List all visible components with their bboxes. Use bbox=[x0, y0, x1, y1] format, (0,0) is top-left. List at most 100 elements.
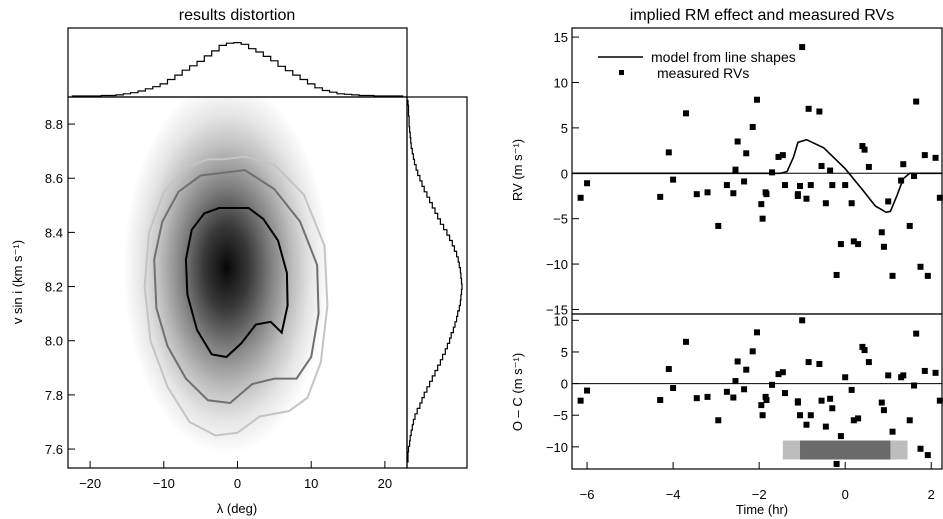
rv-data-point bbox=[885, 198, 892, 205]
rv-y-tick-label: −15 bbox=[546, 302, 568, 317]
residual-data-point bbox=[732, 378, 739, 385]
rv-data-point bbox=[900, 161, 907, 168]
rv-data-point bbox=[818, 163, 825, 170]
residual-data-point bbox=[921, 367, 928, 374]
residual-data-point bbox=[848, 386, 855, 393]
residual-data-point bbox=[730, 394, 737, 401]
rv-data-point bbox=[704, 189, 711, 196]
residual-data-point bbox=[859, 343, 866, 350]
residual-data-point bbox=[741, 386, 748, 393]
rv-data-point bbox=[670, 176, 677, 183]
rv-data-point bbox=[898, 177, 905, 184]
rv-data-point bbox=[693, 191, 700, 198]
legend-label-model: model from line shapes bbox=[651, 49, 796, 65]
rv-data-point bbox=[779, 152, 786, 159]
rv-data-point bbox=[807, 182, 814, 189]
rv-data-point bbox=[577, 194, 584, 201]
residual-data-point bbox=[734, 358, 741, 365]
contour-outer bbox=[143, 155, 329, 437]
heatmap-y-tick-label: 8.6 bbox=[45, 171, 63, 186]
rv-data-point bbox=[732, 166, 739, 173]
rv-data-point bbox=[799, 44, 806, 51]
rv-data-point bbox=[936, 194, 943, 201]
rv-data-point bbox=[932, 154, 939, 161]
residual-data-point bbox=[704, 393, 711, 400]
residual-frame bbox=[571, 313, 943, 470]
top-histogram-frame bbox=[67, 27, 408, 98]
residual-data-point bbox=[769, 381, 776, 388]
rv-data-point bbox=[683, 110, 690, 117]
rv-model-line bbox=[572, 138, 942, 214]
residual-data-point bbox=[797, 412, 804, 419]
residual-data-point bbox=[816, 360, 823, 367]
residual-data-point bbox=[861, 347, 868, 354]
rv-data-point bbox=[749, 123, 756, 130]
residual-data-point bbox=[754, 329, 760, 336]
rv-data-point bbox=[584, 180, 591, 187]
transit-t23-box bbox=[800, 440, 891, 460]
rv-data-point bbox=[913, 98, 920, 105]
residual-y-tick-label: 5 bbox=[561, 345, 568, 360]
top-histogram-panel bbox=[67, 27, 408, 98]
residual-data-point bbox=[878, 399, 885, 406]
residual-data-point bbox=[880, 407, 887, 414]
rv-data-point bbox=[816, 108, 823, 115]
residual-data-point bbox=[885, 372, 892, 379]
residual-data-point bbox=[913, 330, 920, 337]
residual-x-tick-label: −6 bbox=[580, 487, 595, 502]
residual-data-point bbox=[743, 366, 750, 373]
rv-data-point bbox=[850, 238, 857, 245]
residual-data-point bbox=[865, 359, 872, 366]
residual-data-point bbox=[803, 421, 810, 428]
rv-data-point bbox=[842, 182, 849, 189]
rv-data-point bbox=[865, 163, 872, 170]
residual-data-point bbox=[799, 317, 806, 324]
residual-x-tick-label: −4 bbox=[666, 487, 681, 502]
right-histogram-panel bbox=[406, 96, 468, 469]
residual-x-tick-label: 0 bbox=[842, 487, 849, 502]
residual-data-point bbox=[762, 393, 769, 400]
rv-data-point bbox=[921, 152, 928, 159]
rv-y-tick-label: 15 bbox=[554, 30, 568, 45]
right-histogram-line bbox=[407, 99, 463, 463]
residual-data-point bbox=[807, 412, 814, 419]
legend-marker-swatch bbox=[619, 70, 624, 75]
rv-data-point bbox=[822, 200, 829, 207]
rv-data-point bbox=[794, 192, 801, 199]
rv-data-point bbox=[759, 215, 766, 222]
rv-data-point bbox=[861, 146, 868, 153]
residual-data-point bbox=[889, 428, 896, 435]
heatmap-y-tick-label: 8.4 bbox=[45, 225, 63, 240]
residual-data-point bbox=[855, 415, 862, 422]
residual-data-point bbox=[842, 374, 849, 381]
residual-data-point bbox=[850, 417, 857, 424]
residual-x-tick-label: 2 bbox=[928, 487, 935, 502]
residual-data-point bbox=[917, 445, 924, 452]
residual-y-tick-label: −10 bbox=[546, 440, 568, 455]
residual-data-point bbox=[818, 397, 825, 404]
rv-data-point bbox=[848, 200, 855, 207]
heatmap-x-tick-label: −10 bbox=[153, 476, 175, 491]
rv-y-tick-label: −10 bbox=[546, 257, 568, 272]
heatmap-y-tick-label: 8.8 bbox=[45, 117, 63, 132]
rv-data-point bbox=[911, 172, 918, 179]
residual-y-tick-label: 10 bbox=[554, 313, 568, 328]
heatmap-x-tick-label: 20 bbox=[378, 476, 392, 491]
residual-data-point bbox=[758, 402, 765, 409]
rv-data-point bbox=[906, 222, 913, 229]
residual-data-point bbox=[775, 371, 782, 378]
rv-data-point bbox=[880, 243, 887, 250]
rv-data-point bbox=[917, 263, 924, 270]
rv-data-point bbox=[805, 105, 812, 112]
residual-data-point bbox=[932, 369, 939, 376]
residual-data-point bbox=[833, 460, 840, 467]
residual-y-tick-label: 0 bbox=[561, 377, 568, 392]
rv-data-point bbox=[781, 182, 788, 189]
rv-y-tick-label: 0 bbox=[561, 166, 568, 181]
contour-middle bbox=[153, 169, 320, 405]
residual-data-point bbox=[759, 412, 766, 419]
contour-inner bbox=[184, 207, 289, 359]
residual-data-point bbox=[749, 348, 756, 355]
rv-data-point bbox=[743, 150, 750, 157]
